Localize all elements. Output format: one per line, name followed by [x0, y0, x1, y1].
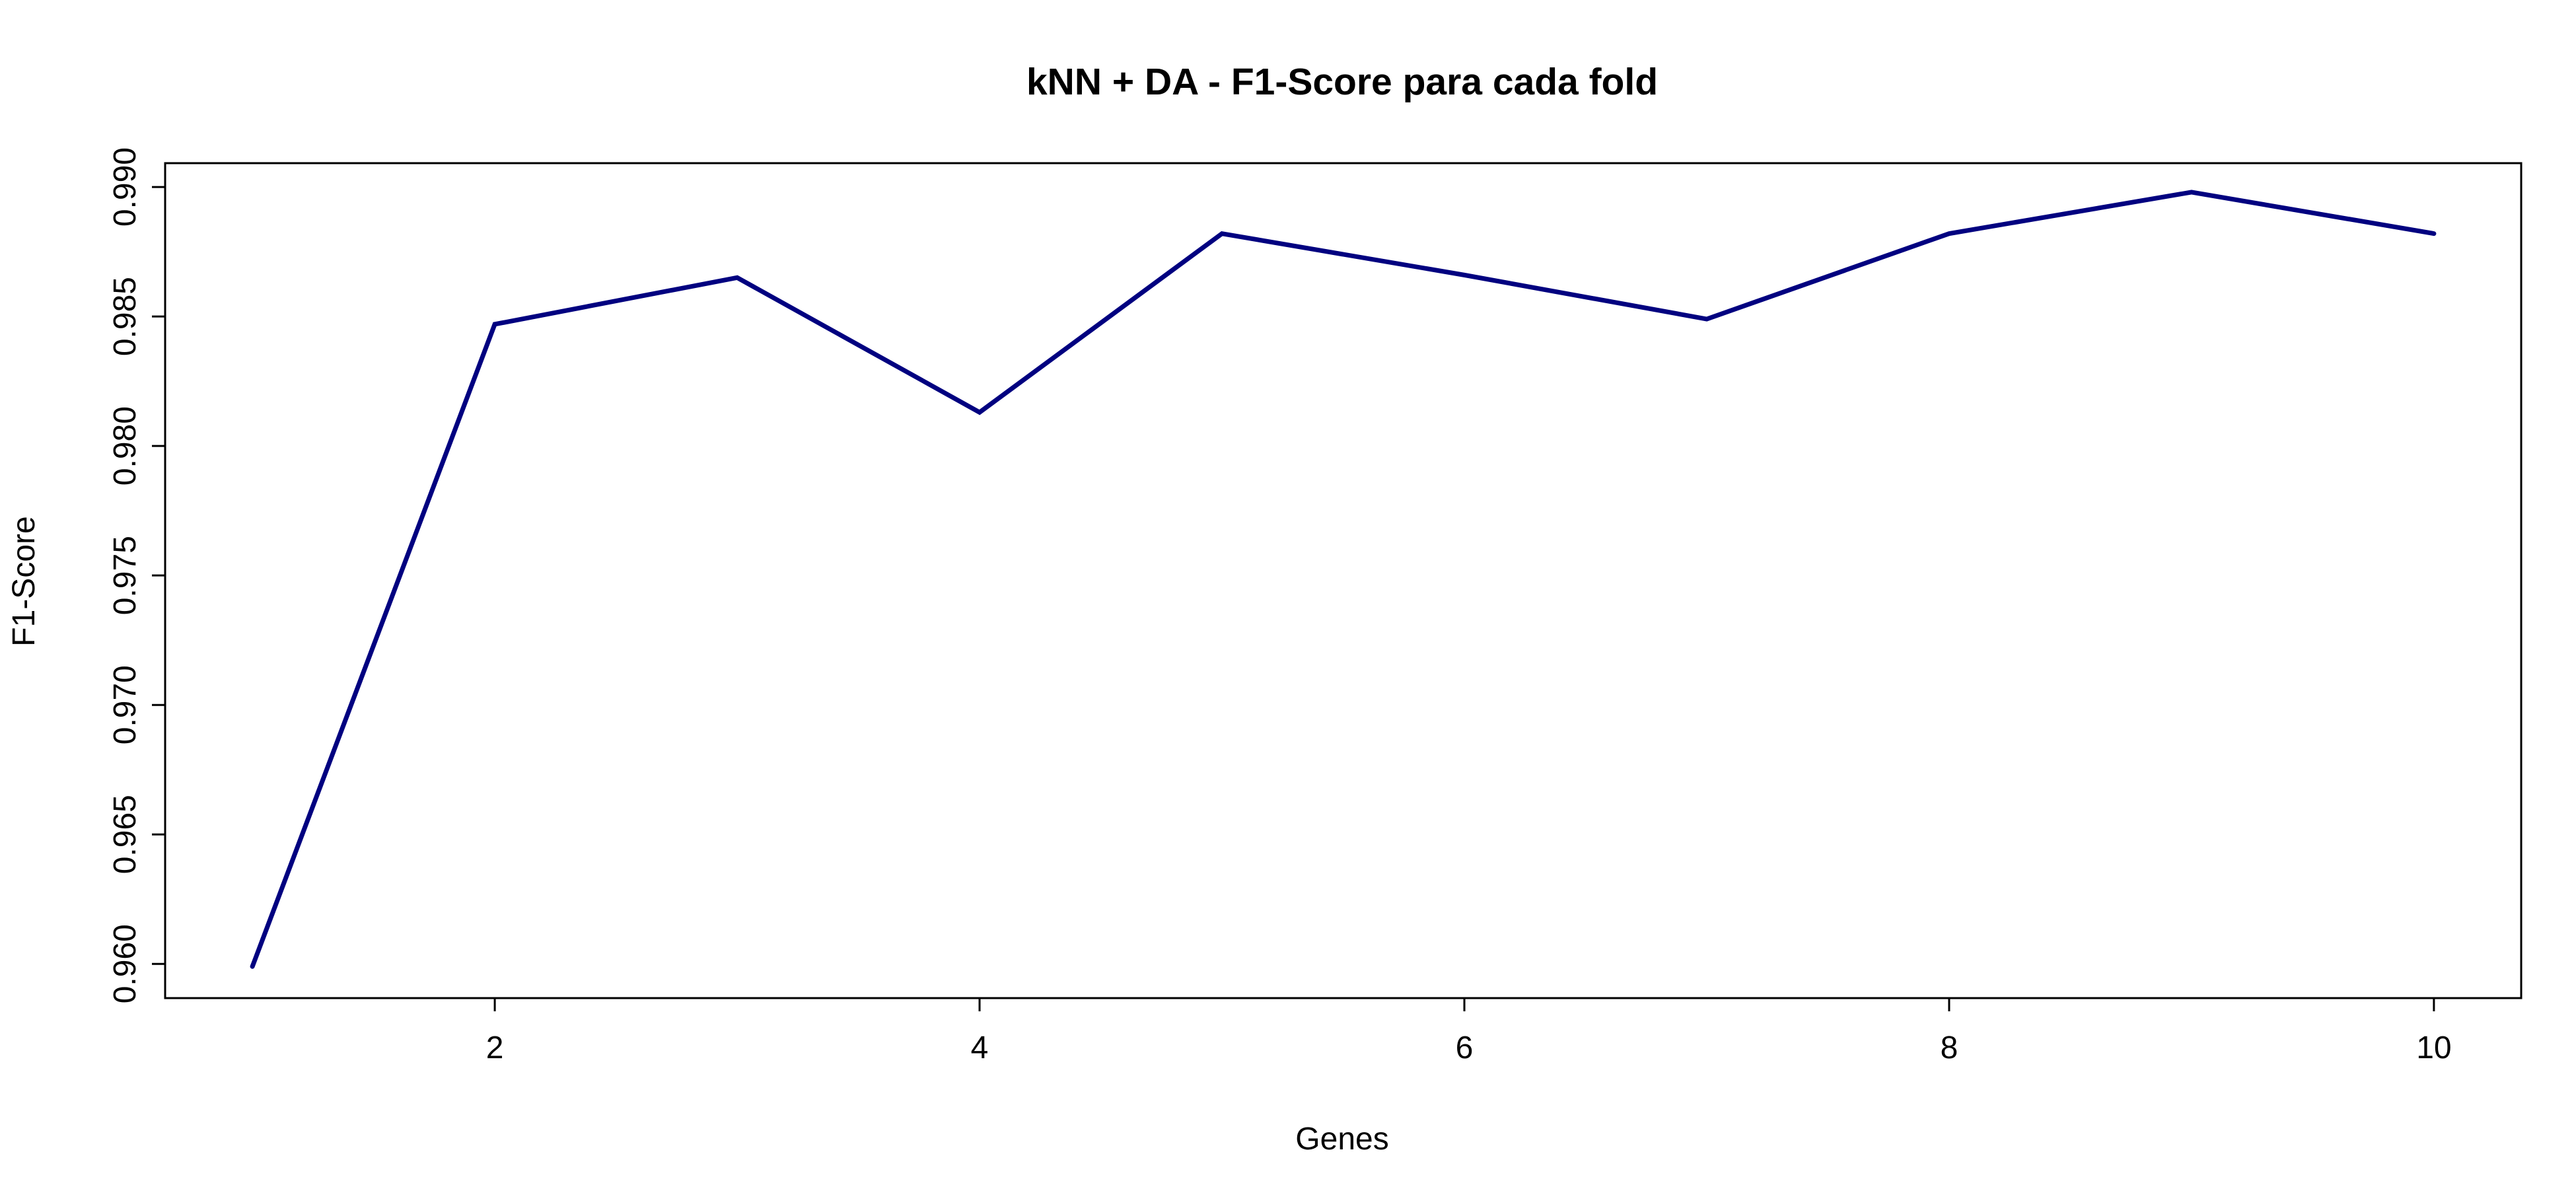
x-tick-label: 8	[1941, 1030, 1958, 1065]
chart-title: kNN + DA - F1-Score para cada fold	[1026, 61, 1658, 103]
y-axis: 0.960 0.965 0.970 0.975 0.980 0.985 0.990	[108, 147, 166, 1003]
x-tick-label: 4	[971, 1030, 989, 1065]
y-tick-label: 0.965	[108, 795, 143, 874]
y-tick-label: 0.980	[108, 406, 143, 486]
x-tick-label: 2	[486, 1030, 504, 1065]
y-tick-label: 0.970	[108, 665, 143, 744]
y-tick-label: 0.975	[108, 536, 143, 615]
x-tick-label: 6	[1456, 1030, 1474, 1065]
y-tick-label: 0.985	[108, 277, 143, 356]
x-axis-label: Genes	[1295, 1122, 1388, 1157]
y-tick-label: 0.960	[108, 924, 143, 1003]
series-line	[250, 190, 2437, 969]
y-axis-label: F1-Score	[7, 516, 42, 646]
x-tick-label: 10	[2416, 1030, 2451, 1065]
series-layer	[250, 190, 2437, 969]
plot-area-frame	[164, 162, 2522, 999]
x-axis: 2 4 6 8 10	[486, 997, 2452, 1065]
y-tick-label: 0.990	[108, 147, 143, 227]
